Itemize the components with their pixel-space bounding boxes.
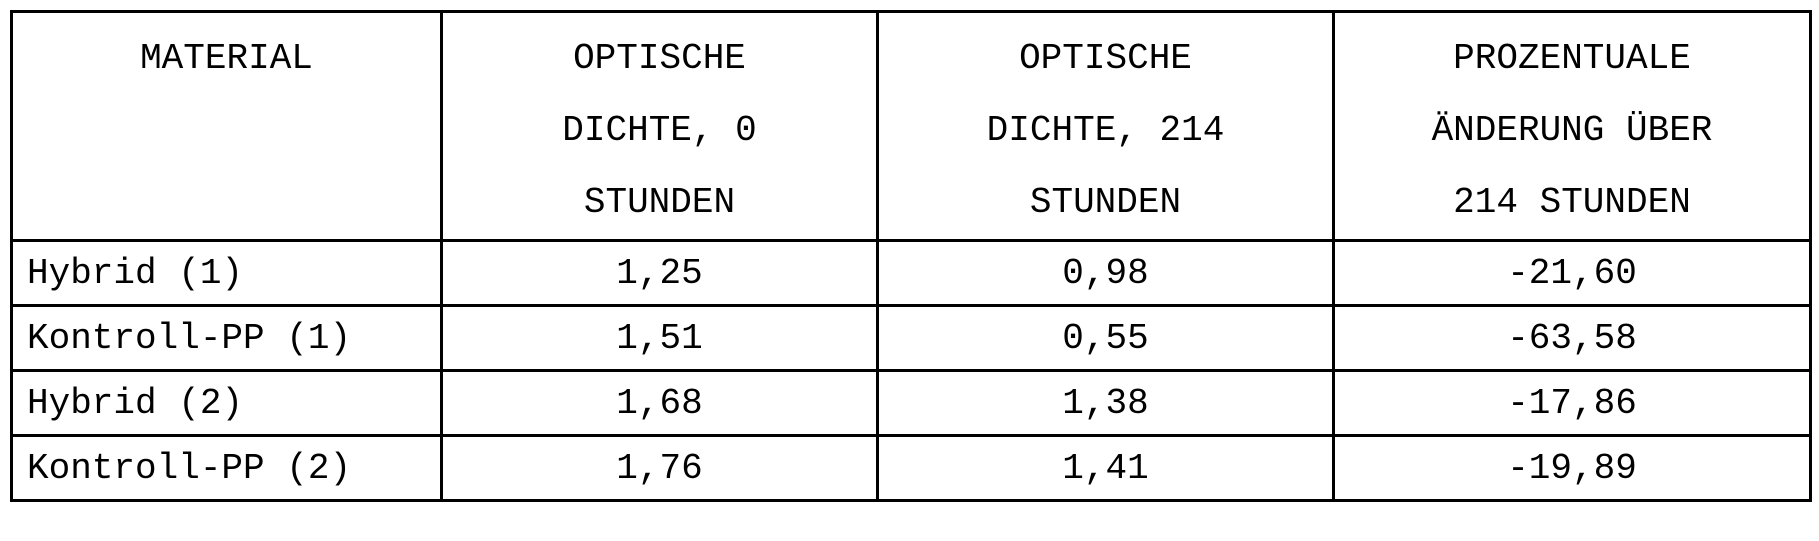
column-header-label: MATERIAL — [140, 38, 313, 79]
optical-density-table: MATERIAL OPTISCHE DICHTE, 0 STUNDEN OPTI… — [10, 10, 1812, 502]
column-header-label-line: OPTISCHE — [573, 38, 746, 79]
cell-od-214h: 1,38 — [878, 371, 1334, 436]
table-header-row: MATERIAL OPTISCHE DICHTE, 0 STUNDEN OPTI… — [12, 12, 1811, 241]
column-header-label-line: 214 STUNDEN — [1453, 182, 1691, 223]
column-header-material: MATERIAL — [12, 12, 442, 241]
table-row: Kontroll-PP (2) 1,76 1,41 -19,89 — [12, 436, 1811, 501]
cell-pct-change: -21,60 — [1334, 241, 1811, 306]
cell-od-214h: 0,98 — [878, 241, 1334, 306]
cell-od-0h: 1,51 — [442, 306, 878, 371]
cell-material: Hybrid (2) — [12, 371, 442, 436]
column-header-od-214h: OPTISCHE DICHTE, 214 STUNDEN — [878, 12, 1334, 241]
cell-od-0h: 1,68 — [442, 371, 878, 436]
column-header-label-line: PROZENTUALE — [1453, 38, 1691, 79]
cell-od-0h: 1,76 — [442, 436, 878, 501]
column-header-label-line: DICHTE, 214 — [987, 110, 1225, 151]
cell-od-214h: 0,55 — [878, 306, 1334, 371]
column-header-label-line: ÄNDERUNG ÜBER — [1432, 110, 1713, 151]
column-header-label-line: STUNDEN — [584, 182, 735, 223]
table-row: Kontroll-PP (1) 1,51 0,55 -63,58 — [12, 306, 1811, 371]
column-header-pct-change: PROZENTUALE ÄNDERUNG ÜBER 214 STUNDEN — [1334, 12, 1811, 241]
cell-material: Kontroll-PP (1) — [12, 306, 442, 371]
table-row: Hybrid (1) 1,25 0,98 -21,60 — [12, 241, 1811, 306]
table-header: MATERIAL OPTISCHE DICHTE, 0 STUNDEN OPTI… — [12, 12, 1811, 241]
cell-material: Kontroll-PP (2) — [12, 436, 442, 501]
table-row: Hybrid (2) 1,68 1,38 -17,86 — [12, 371, 1811, 436]
cell-material: Hybrid (1) — [12, 241, 442, 306]
column-header-label-line: DICHTE, 0 — [562, 110, 756, 151]
cell-pct-change: -63,58 — [1334, 306, 1811, 371]
cell-od-214h: 1,41 — [878, 436, 1334, 501]
column-header-label-line: OPTISCHE — [1019, 38, 1192, 79]
cell-od-0h: 1,25 — [442, 241, 878, 306]
column-header-label-line: STUNDEN — [1030, 182, 1181, 223]
table-body: Hybrid (1) 1,25 0,98 -21,60 Kontroll-PP … — [12, 241, 1811, 501]
cell-pct-change: -17,86 — [1334, 371, 1811, 436]
column-header-od-0h: OPTISCHE DICHTE, 0 STUNDEN — [442, 12, 878, 241]
cell-pct-change: -19,89 — [1334, 436, 1811, 501]
